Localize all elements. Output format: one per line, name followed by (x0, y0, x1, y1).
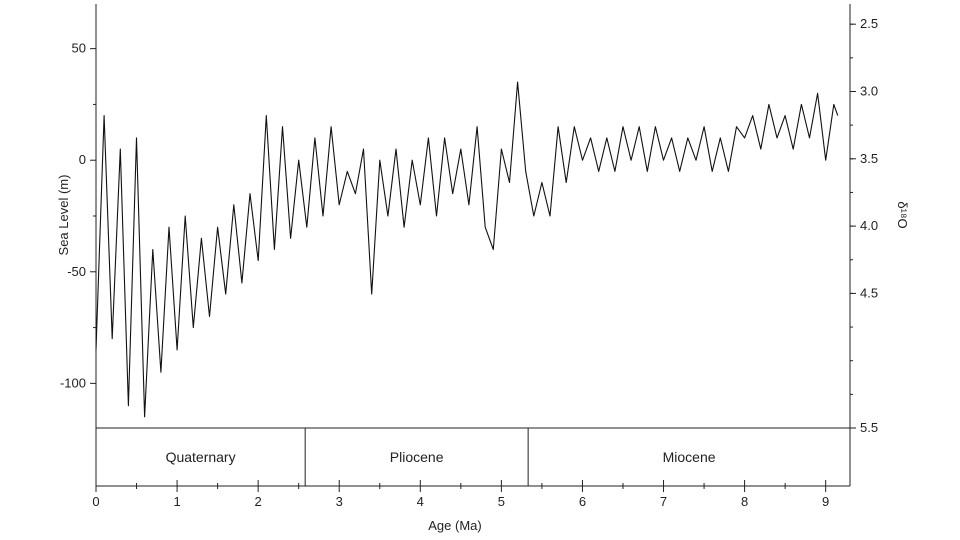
x-tick-label: 0 (92, 494, 99, 509)
y2-tick-label: 5.5 (860, 420, 878, 435)
x-tick-label: 5 (498, 494, 505, 509)
x-tick-label: 7 (660, 494, 667, 509)
series-layer (95, 81, 839, 418)
x-tick-label: 1 (173, 494, 180, 509)
y-axis-title: Sea Level (m) (56, 175, 71, 256)
x-tick-label: 6 (579, 494, 586, 509)
y2-axis-title: δ¹⁸O (895, 201, 910, 228)
x-tick-label: 8 (741, 494, 748, 509)
epoch-label: Miocene (663, 449, 716, 465)
y2-tick-label: 2.5 (860, 16, 878, 31)
epoch-label: Quaternary (166, 449, 236, 465)
y-tick-label: 50 (72, 41, 86, 56)
y2-tick-label: 4.0 (860, 218, 878, 233)
x-tick-label: 3 (336, 494, 343, 509)
x-tick-label: 4 (417, 494, 424, 509)
y2-tick-label: 3.5 (860, 151, 878, 166)
axes-group: 50 0 -50 -100 2.5 3.0 3.5 4.0 4.5 5.5 0 1 2 3 4 5 6 7 8 9 (60, 4, 878, 509)
y-tick-label: -50 (67, 264, 86, 279)
series-line (95, 81, 839, 418)
epoch-layer: Quaternary Pliocene Miocene (166, 428, 716, 486)
x-tick-label: 2 (255, 494, 262, 509)
y-tick-label: 0 (79, 152, 86, 167)
x-axis-title: Age (Ma) (428, 518, 481, 533)
x-tick-label: 9 (822, 494, 829, 509)
y-tick-label: -100 (60, 375, 86, 390)
epoch-label: Pliocene (390, 449, 444, 465)
y2-tick-label: 4.5 (860, 285, 878, 300)
y2-tick-label: 3.0 (860, 83, 878, 98)
